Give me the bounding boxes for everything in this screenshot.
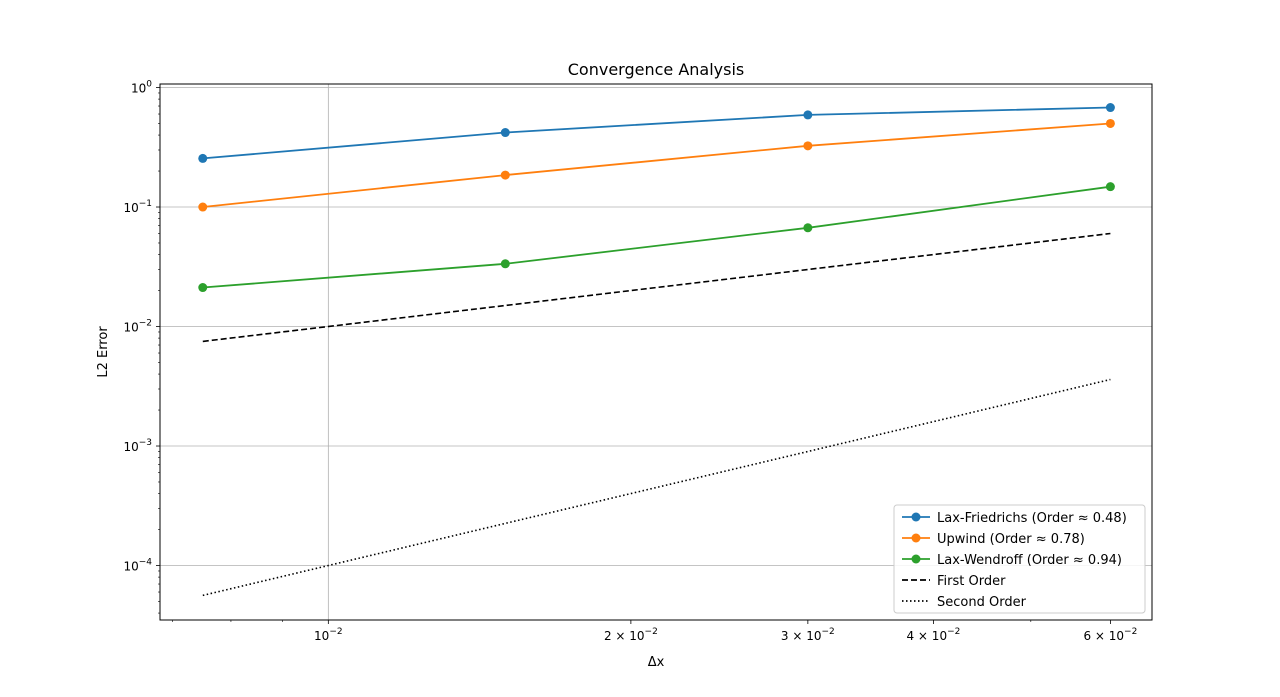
legend-marker: [911, 512, 921, 522]
legend: Lax-Friedrichs (Order ≈ 0.48) Upwind (Ord…: [893, 504, 1146, 614]
data-point: [1105, 182, 1115, 192]
x-tick-label: 6 × 10−2: [1083, 627, 1137, 643]
x-tick-label: 4 × 10−2: [906, 627, 960, 643]
x-tick-label: 10−2: [314, 627, 343, 643]
y-tick-label: 10−3: [123, 438, 152, 454]
legend-marker: [911, 533, 921, 543]
data-point: [1105, 103, 1115, 113]
legend-label: Lax-Wendroff (Order ≈ 0.94): [937, 553, 1122, 568]
tick-layer: 10−2 2 × 10−2 3 × 10−2 4 × 10−2 6 × 10−2 100 1…: [123, 80, 1137, 643]
y-axis-label: L2 Error: [96, 326, 111, 378]
series-line-2: [202, 185, 1111, 289]
data-point: [500, 259, 510, 269]
y-tick-label: 10−4: [123, 558, 152, 574]
x-tick-label: 2 × 10−2: [604, 627, 658, 643]
plot-frame: [159, 83, 1153, 621]
series-layer: [198, 103, 1115, 597]
data-point: [803, 110, 813, 120]
data-point: [198, 153, 208, 163]
legend-label: First Order: [937, 574, 1006, 589]
data-point: [803, 223, 813, 233]
x-tick-label: 3 × 10−2: [781, 627, 835, 643]
legend-marker: [911, 554, 921, 564]
data-point: [198, 202, 208, 212]
series-line-4: [202, 378, 1111, 597]
legend-label: Lax-Friedrichs (Order ≈ 0.48): [937, 511, 1127, 526]
data-point: [500, 128, 510, 138]
chart-title: Convergence Analysis: [568, 60, 745, 79]
data-point: [500, 170, 510, 180]
series-line-0: [202, 106, 1111, 160]
legend-box: [893, 504, 1146, 614]
grid-layer: [160, 84, 1152, 620]
legend-label: Upwind (Order ≈ 0.78): [937, 532, 1085, 547]
series-line-3: [202, 232, 1111, 343]
y-tick-label: 100: [131, 80, 152, 96]
series-line-1: [202, 122, 1111, 208]
x-axis-label: Δx: [648, 655, 665, 670]
data-point: [803, 141, 813, 151]
legend-label: Second Order: [937, 595, 1027, 610]
y-tick-label: 10−2: [123, 319, 152, 335]
data-point: [198, 283, 208, 293]
y-tick-label: 10−1: [123, 199, 152, 215]
data-point: [1105, 118, 1115, 128]
